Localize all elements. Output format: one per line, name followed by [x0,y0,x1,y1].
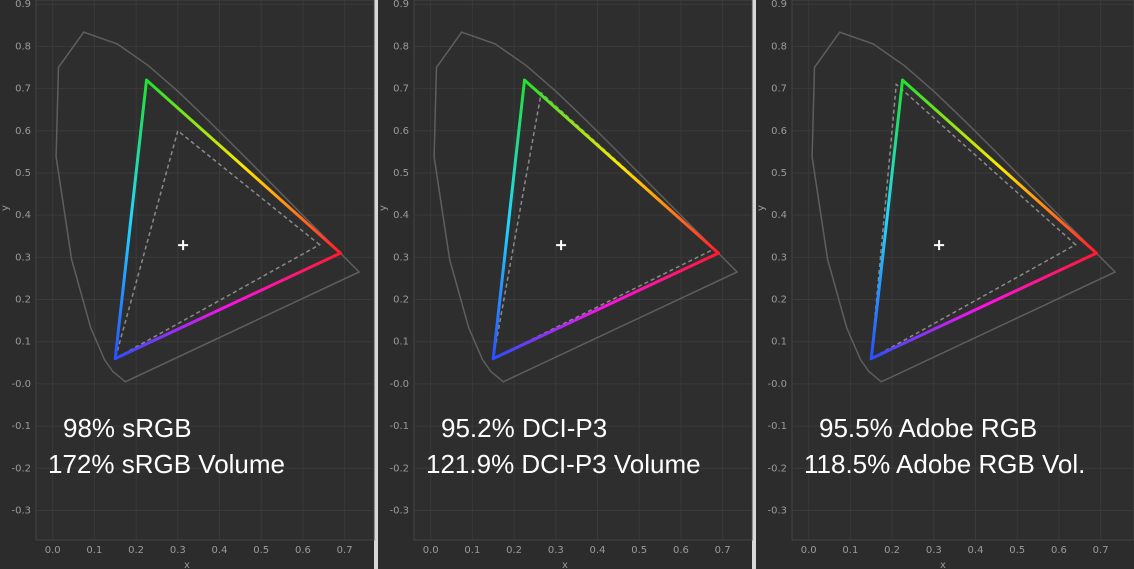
gamut-edge [523,78,720,255]
annotation: 121.9% DCI-P3 Volume [426,449,701,479]
y-axis-label: y [0,205,11,211]
x-tick-label: 0.7 [715,545,731,556]
y-tick-label: 0.2 [771,295,787,306]
plot-area [35,0,375,541]
x-tick-label: 0.3 [926,545,942,556]
y-tick-label: 0.3 [393,252,409,263]
y-tick-label: 0.7 [15,84,31,95]
y-tick-label: 0.1 [15,337,31,348]
y-tick-label: 0.6 [15,126,31,137]
y-tick-label: -0.2 [389,463,409,474]
x-tick-label: 0.5 [253,545,269,556]
x-tick-label: 0.3 [548,545,564,556]
y-tick-label: 0.8 [15,41,31,52]
white-point [934,240,945,251]
y-tick-label: 0.5 [393,168,409,179]
reference-gamut [114,129,321,361]
panel: 0.0 0.1 0.2 0.3 0.4 0.5 0.6 0.7 -0.3 -0.2 -0.1 -0.0… [0,0,375,569]
annotation: 95.5% Adobe RGB [819,413,1037,443]
gamut-edge [491,78,527,361]
y-tick-label: -0.3 [767,505,787,516]
y-tick-label: -0.3 [11,505,31,516]
y-tick-label: 0.3 [771,252,787,263]
y-tick-label: 0.3 [15,252,31,263]
y-tick-label: 0.4 [771,210,787,221]
y-tick-label: 0.6 [393,126,409,137]
x-tick-label: 0.1 [86,545,102,556]
x-tick-label: 0.4 [968,545,984,556]
y-tick-label: -0.1 [389,421,409,432]
gamut-edge [869,251,1098,361]
y-tick-label: 0.7 [393,84,409,95]
y-tick-label: 0.4 [393,210,409,221]
y-tick-label: -0.2 [767,463,787,474]
panel: 0.0 0.1 0.2 0.3 0.4 0.5 0.6 0.7 -0.3 -0.2 -0.1 -0.0… [378,0,753,569]
x-tick-label: 0.0 [45,545,61,556]
y-tick-label: 0.7 [771,84,787,95]
x-tick-label: 0.4 [590,545,606,556]
annotation: 95.2% DCI-P3 [441,413,607,443]
y-axis-label: y [378,205,389,211]
x-tick-label: 0.6 [295,545,311,556]
y-tick-label: 0.1 [393,337,409,348]
x-tick-label: 0.7 [1093,545,1109,556]
gamut-edge [113,78,149,361]
white-point [556,240,567,251]
y-tick-label: -0.0 [11,379,31,390]
annotation: 172% sRGB Volume [48,449,285,479]
y-axis-label: y [756,205,767,211]
x-tick-label: 0.4 [212,545,228,556]
y-tick-label: 0.9 [393,0,409,10]
x-tick-label: 0.5 [1009,545,1025,556]
y-tick-label: 0.5 [771,168,787,179]
y-tick-label: -0.2 [11,463,31,474]
x-axis-label: x [562,560,568,569]
y-tick-label: 0.5 [15,168,31,179]
gamut-edge [901,78,1098,255]
reference-gamut [870,82,1077,360]
y-tick-label: 0.8 [771,41,787,52]
annotation: 98% sRGB [63,413,192,443]
white-point [178,240,189,251]
y-tick-label: -0.0 [389,379,409,390]
x-tick-label: 0.1 [842,545,858,556]
y-tick-label: 0.6 [771,126,787,137]
annotation: 118.5% Adobe RGB Vol. [804,449,1085,479]
x-tick-label: 0.2 [884,545,900,556]
plot-area [413,0,753,541]
reference-gamut [492,91,716,360]
x-tick-label: 0.7 [337,545,353,556]
x-tick-label: 0.0 [423,545,439,556]
y-tick-label: 0.1 [771,337,787,348]
x-tick-label: 0.6 [673,545,689,556]
x-tick-label: 0.5 [631,545,647,556]
y-tick-label: -0.1 [767,421,787,432]
x-tick-label: 0.6 [1051,545,1067,556]
x-tick-label: 0.1 [464,545,480,556]
x-axis-label: x [940,560,946,569]
x-tick-label: 0.3 [170,545,186,556]
gamut-edge [491,251,720,361]
x-tick-label: 0.2 [506,545,522,556]
y-tick-label: 0.8 [393,41,409,52]
y-tick-label: 0.9 [15,0,31,10]
x-tick-label: 0.2 [128,545,144,556]
gamut-edge [145,78,342,255]
y-tick-label: 0.9 [771,0,787,10]
y-tick-label: -0.0 [767,379,787,390]
y-tick-label: 0.2 [15,295,31,306]
y-tick-label: 0.4 [15,210,31,221]
x-axis-label: x [184,560,190,569]
panel: 0.0 0.1 0.2 0.3 0.4 0.5 0.6 0.7 -0.3 -0.2 -0.1 -0.0… [756,0,1134,569]
gamut-edge [869,78,905,361]
y-tick-label: -0.3 [389,505,409,516]
plot-area [791,0,1134,541]
y-tick-label: 0.2 [393,295,409,306]
gamut-edge [113,251,342,361]
y-tick-label: -0.1 [11,421,31,432]
x-tick-label: 0.0 [801,545,817,556]
